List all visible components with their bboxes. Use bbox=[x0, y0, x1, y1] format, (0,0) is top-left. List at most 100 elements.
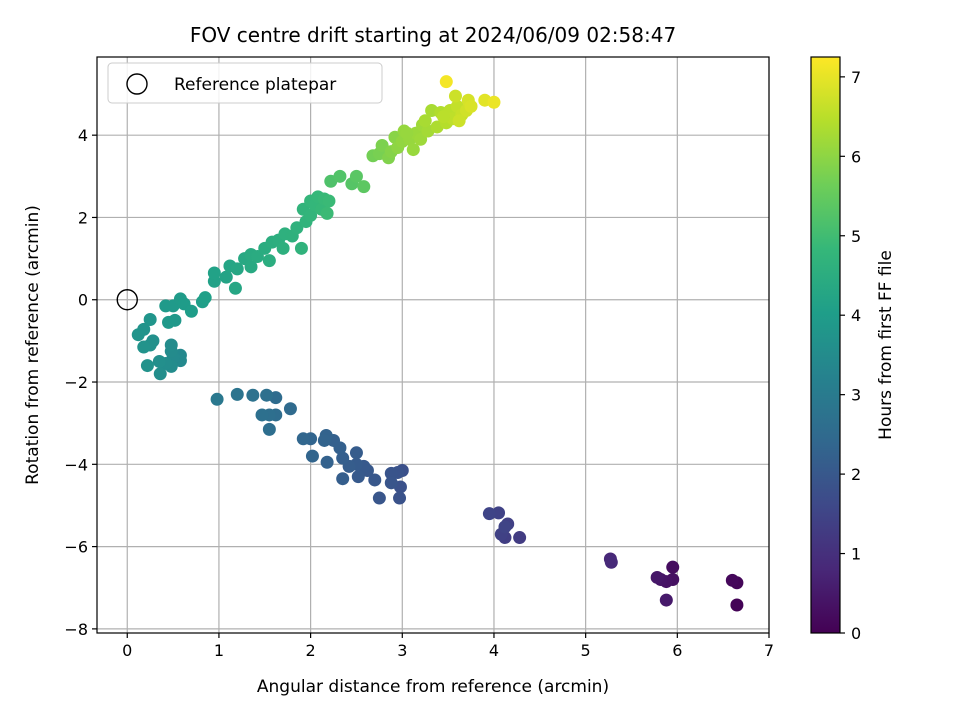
data-point bbox=[659, 593, 673, 607]
data-point bbox=[604, 555, 618, 569]
data-point bbox=[393, 491, 407, 505]
data-point bbox=[650, 570, 664, 584]
x-tick-label: 1 bbox=[214, 641, 224, 660]
y-axis-ticks: −8 −6 −4 −2 0 2 4 bbox=[64, 126, 97, 639]
x-axis-label: Angular distance from reference (arcmin) bbox=[257, 677, 609, 697]
data-point bbox=[255, 408, 269, 422]
x-axis-ticks: 0 1 2 3 4 5 6 7 bbox=[122, 633, 774, 660]
data-point bbox=[152, 354, 166, 368]
reference-point bbox=[116, 289, 138, 311]
chart-title: FOV centre drift starting at 2024/06/09 … bbox=[190, 23, 676, 47]
data-point bbox=[246, 388, 260, 402]
colorbar-tick-label: 1 bbox=[851, 545, 861, 564]
data-point bbox=[320, 206, 334, 220]
y-tick-label: 2 bbox=[78, 208, 88, 227]
y-tick-label: 4 bbox=[78, 126, 88, 145]
data-point bbox=[730, 598, 744, 612]
x-tick-label: 4 bbox=[489, 641, 499, 660]
data-point bbox=[219, 270, 233, 284]
data-point bbox=[322, 194, 336, 208]
data-point bbox=[305, 449, 319, 463]
data-point bbox=[207, 266, 221, 280]
data-point bbox=[418, 114, 432, 128]
data-point bbox=[304, 208, 318, 222]
colorbar-tick-label: 0 bbox=[851, 624, 861, 643]
data-point bbox=[368, 473, 382, 487]
data-point bbox=[184, 304, 198, 318]
data-point bbox=[437, 110, 451, 124]
data-point bbox=[162, 315, 176, 329]
data-point bbox=[320, 455, 334, 469]
plot-area bbox=[96, 56, 770, 634]
data-point bbox=[244, 260, 258, 274]
legend-box bbox=[107, 62, 383, 104]
data-point bbox=[283, 402, 297, 416]
data-point bbox=[131, 328, 145, 342]
data-point bbox=[210, 392, 224, 406]
y-tick-label: 0 bbox=[78, 291, 88, 310]
data-point bbox=[372, 491, 386, 505]
data-point bbox=[137, 340, 151, 354]
data-point bbox=[464, 99, 478, 113]
data-point bbox=[164, 338, 178, 352]
data-point bbox=[333, 169, 347, 183]
colorbar-label: Hours from first FF file bbox=[876, 250, 896, 440]
colorbar-gradient bbox=[810, 56, 841, 634]
legend-entry: Reference platepar bbox=[174, 75, 336, 95]
data-point bbox=[513, 531, 527, 545]
data-point bbox=[260, 388, 274, 402]
colorbar: 0 1 2 3 4 5 6 7 bbox=[810, 56, 861, 643]
data-point bbox=[487, 95, 501, 109]
data-point bbox=[140, 359, 154, 373]
colorbar-tick-label: 3 bbox=[851, 386, 861, 405]
data-point bbox=[400, 126, 414, 140]
y-axis-label: Rotation from reference (arcmin) bbox=[23, 205, 43, 485]
data-point bbox=[406, 143, 420, 157]
data-point bbox=[498, 520, 512, 534]
data-point bbox=[448, 89, 462, 103]
reference-marker bbox=[116, 289, 138, 311]
data-point bbox=[725, 573, 739, 587]
grid bbox=[97, 57, 770, 633]
legend-marker-icon bbox=[126, 73, 148, 95]
data-point bbox=[262, 422, 276, 436]
data-point bbox=[439, 75, 453, 89]
x-tick-label: 5 bbox=[581, 641, 591, 660]
y-tick-label: −2 bbox=[64, 373, 88, 392]
x-tick-label: 2 bbox=[306, 641, 316, 660]
x-tick-label: 3 bbox=[397, 641, 407, 660]
data-point bbox=[384, 466, 398, 480]
data-point bbox=[228, 281, 242, 295]
data-point bbox=[336, 472, 350, 486]
colorbar-tick-label: 6 bbox=[851, 147, 861, 166]
legend: Reference platepar bbox=[107, 62, 383, 104]
data-point bbox=[230, 262, 244, 276]
data-point bbox=[349, 446, 363, 460]
colorbar-tick-label: 4 bbox=[851, 306, 861, 325]
data-point bbox=[262, 254, 276, 268]
data-point bbox=[357, 180, 371, 194]
data-point bbox=[317, 433, 331, 447]
data-point bbox=[143, 312, 157, 326]
data-point bbox=[482, 507, 496, 521]
data-point bbox=[153, 367, 167, 381]
data-point bbox=[296, 432, 310, 446]
data-point bbox=[290, 221, 304, 235]
data-point bbox=[198, 291, 212, 305]
data-point bbox=[666, 560, 680, 574]
colorbar-tick-label: 2 bbox=[851, 465, 861, 484]
scatter-points bbox=[131, 75, 744, 612]
data-point bbox=[294, 241, 308, 255]
x-tick-label: 0 bbox=[122, 641, 132, 660]
data-point bbox=[384, 476, 398, 490]
y-tick-label: −6 bbox=[64, 538, 88, 557]
data-point bbox=[276, 241, 290, 255]
data-point bbox=[336, 451, 350, 465]
x-tick-label: 7 bbox=[764, 641, 774, 660]
data-point bbox=[349, 169, 363, 183]
colorbar-tick-label: 5 bbox=[851, 227, 861, 246]
data-point bbox=[351, 470, 365, 484]
data-point bbox=[452, 114, 466, 128]
y-tick-label: −8 bbox=[64, 620, 88, 639]
